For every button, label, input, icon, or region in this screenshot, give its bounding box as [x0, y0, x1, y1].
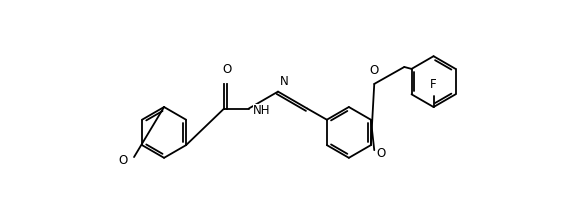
Text: O: O	[119, 154, 128, 167]
Text: O: O	[223, 63, 232, 76]
Text: O: O	[377, 148, 386, 160]
Text: F: F	[430, 78, 437, 91]
Text: O: O	[370, 64, 379, 77]
Text: N: N	[279, 75, 288, 88]
Text: NH: NH	[252, 104, 270, 117]
